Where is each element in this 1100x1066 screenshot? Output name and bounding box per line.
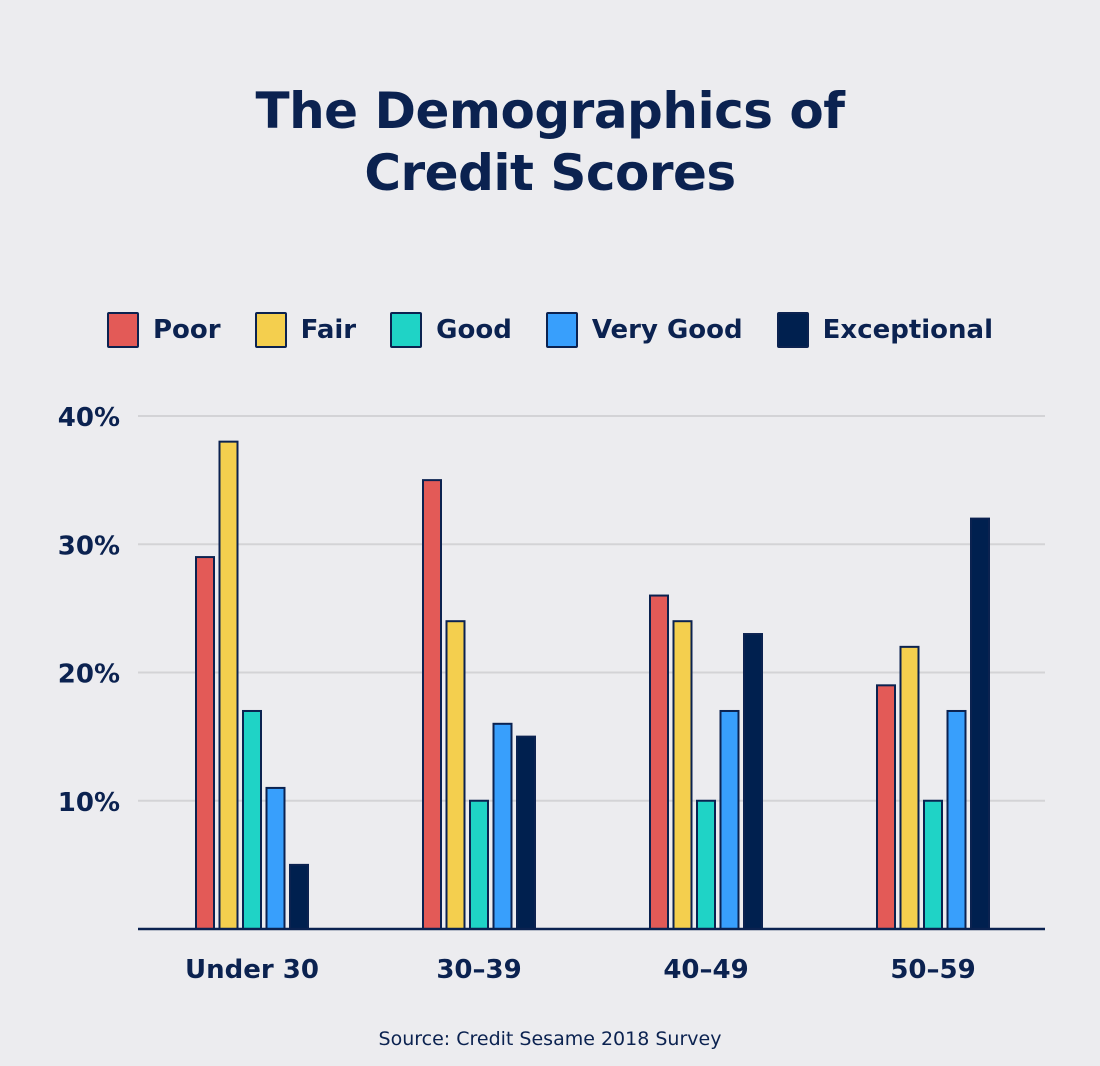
legend-item-fair: Fair xyxy=(254,312,357,348)
legend-swatch xyxy=(545,312,578,348)
title-line-2: Credit Scores xyxy=(364,144,736,202)
bar-fair xyxy=(899,645,920,930)
title-line-1: The Demographics of xyxy=(255,82,845,140)
legend-item-exceptional: Exceptional xyxy=(776,312,994,348)
legend-label: Good xyxy=(436,315,512,345)
bar-exceptional xyxy=(289,863,309,930)
bar-good xyxy=(696,799,716,930)
x-tick-label: 40–49 xyxy=(663,955,748,985)
legend-label: Fair xyxy=(300,315,357,345)
bar-very-good xyxy=(492,722,513,930)
legend: Poor Fair Good Very Good Exceptional xyxy=(0,312,1100,348)
source-note: Source: Credit Sesame 2018 Survey xyxy=(378,1028,722,1050)
legend-swatch xyxy=(776,312,809,348)
legend-swatch xyxy=(390,312,423,348)
bar-exceptional xyxy=(516,735,536,930)
bar-good xyxy=(923,799,943,930)
bar-fair xyxy=(672,620,693,930)
legend-label: Very Good xyxy=(591,315,743,345)
bar-fair xyxy=(218,440,239,930)
legend-swatch xyxy=(106,312,139,348)
legend-label: Poor xyxy=(152,315,221,345)
legend-swatch xyxy=(254,312,287,348)
y-tick-label: 30% xyxy=(58,531,120,561)
bar-poor xyxy=(649,594,669,930)
bar-exceptional xyxy=(743,633,763,931)
bar-very-good xyxy=(946,709,967,930)
chart-title: The Demographics of Credit Scores xyxy=(0,80,1100,204)
bar-exceptional xyxy=(970,517,990,930)
y-tick-label: 10% xyxy=(58,788,120,818)
bar-good xyxy=(469,799,489,930)
bar-poor xyxy=(876,684,896,931)
y-tick-label: 20% xyxy=(58,660,120,690)
bar-poor xyxy=(195,556,215,930)
bar-very-good xyxy=(265,786,286,930)
legend-item-poor: Poor xyxy=(106,312,221,348)
x-tick-label: 30–39 xyxy=(436,955,521,985)
legend-item-good: Good xyxy=(390,312,512,348)
x-tick-label: 50–59 xyxy=(890,955,975,985)
legend-label: Exceptional xyxy=(822,315,994,345)
bar-poor xyxy=(422,479,442,930)
y-tick-label: 40% xyxy=(58,403,120,433)
x-tick-label: Under 30 xyxy=(185,955,319,985)
bar-good xyxy=(242,709,262,930)
bar-very-good xyxy=(719,709,740,930)
bar-fair xyxy=(445,620,466,930)
legend-item-very-good: Very Good xyxy=(545,312,743,348)
